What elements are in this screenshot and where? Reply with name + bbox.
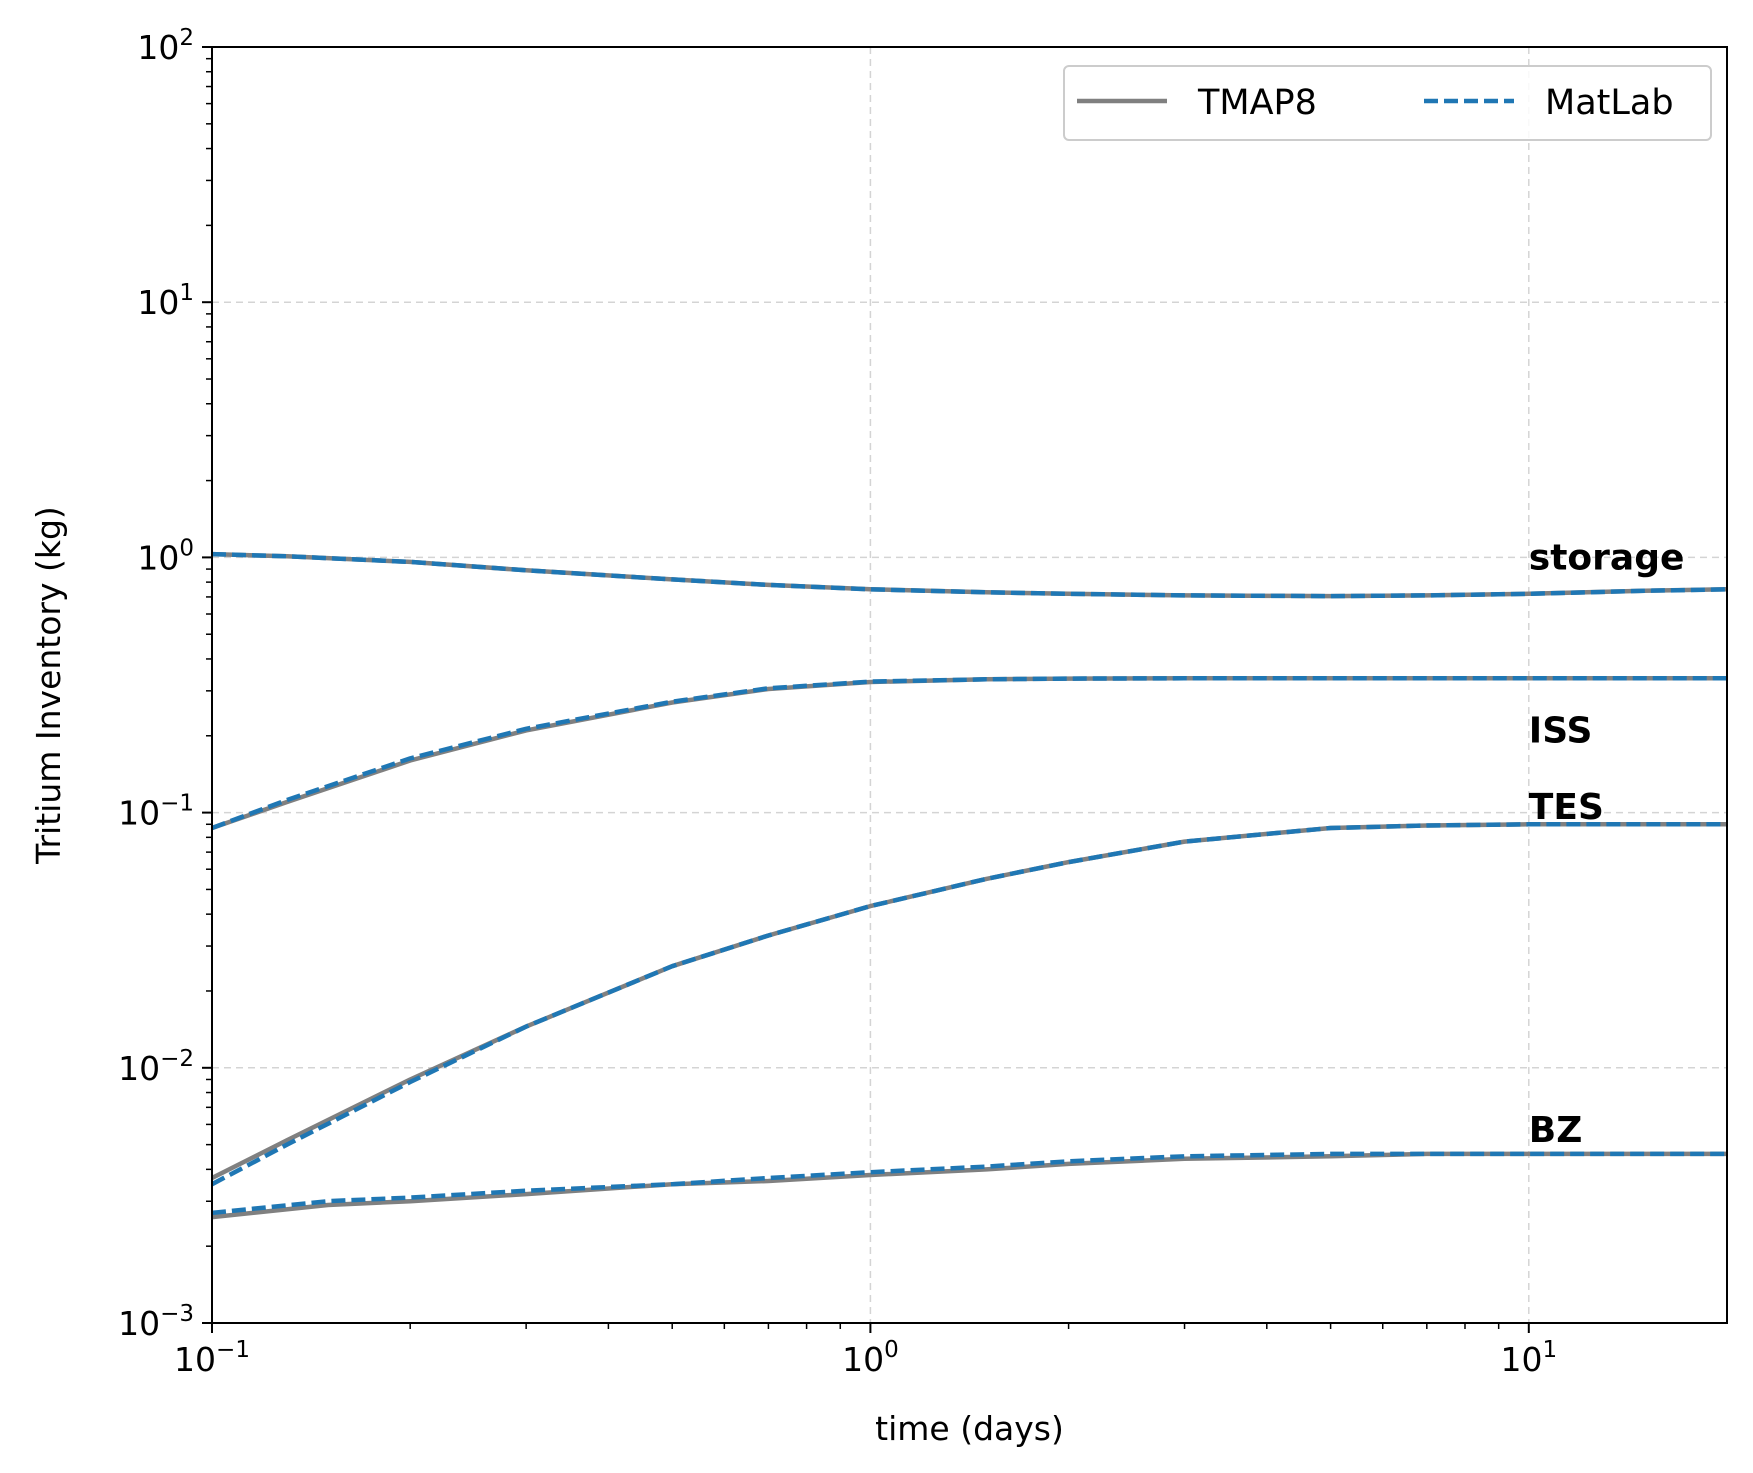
- grid: [212, 47, 1727, 1323]
- y-tick-label: 102: [137, 25, 194, 67]
- y-tick-label: 100: [137, 535, 194, 577]
- axes-background: [212, 47, 1727, 1323]
- series-matlab-iss: [212, 676, 1727, 831]
- ticks: 10−1 100 101 10−3 10−2 10−1 100 101 102: [118, 25, 1557, 1379]
- x-tick-label: 100: [842, 1337, 899, 1379]
- y-tick-label: 10−3: [118, 1301, 194, 1343]
- legend-box: [1063, 65, 1712, 141]
- annotation-iss: ISS: [1529, 710, 1593, 751]
- annotations: storage ISS TES BZ: [1529, 537, 1685, 1151]
- x-tick-label: 10−1: [174, 1337, 250, 1379]
- annotation-bz: BZ: [1529, 1110, 1583, 1151]
- y-tick-label: 10−2: [118, 1046, 194, 1088]
- x-axis-label: time (days): [875, 1409, 1064, 1448]
- series-layer: [212, 551, 1727, 1220]
- annotation-tes: TES: [1529, 787, 1604, 828]
- legend-label-tmap8: TMAP8: [1197, 83, 1317, 123]
- legend-label-matlab: MatLab: [1545, 83, 1674, 123]
- x-tick-label: 101: [1500, 1337, 1557, 1379]
- series-matlab-tes: [212, 822, 1727, 1187]
- y-tick-label: 101: [137, 280, 194, 322]
- plot-area: [211, 46, 1728, 1324]
- annotation-storage: storage: [1529, 537, 1685, 578]
- legend: TMAP8 MatLab: [1063, 65, 1712, 141]
- series-matlab-storage: [212, 551, 1727, 599]
- y-tick-label: 10−1: [118, 791, 194, 833]
- y-axis-label: Tritium Inventory (kg): [29, 506, 68, 865]
- axes-frame: [211, 46, 1728, 1324]
- series-matlab-bz: [212, 1151, 1727, 1216]
